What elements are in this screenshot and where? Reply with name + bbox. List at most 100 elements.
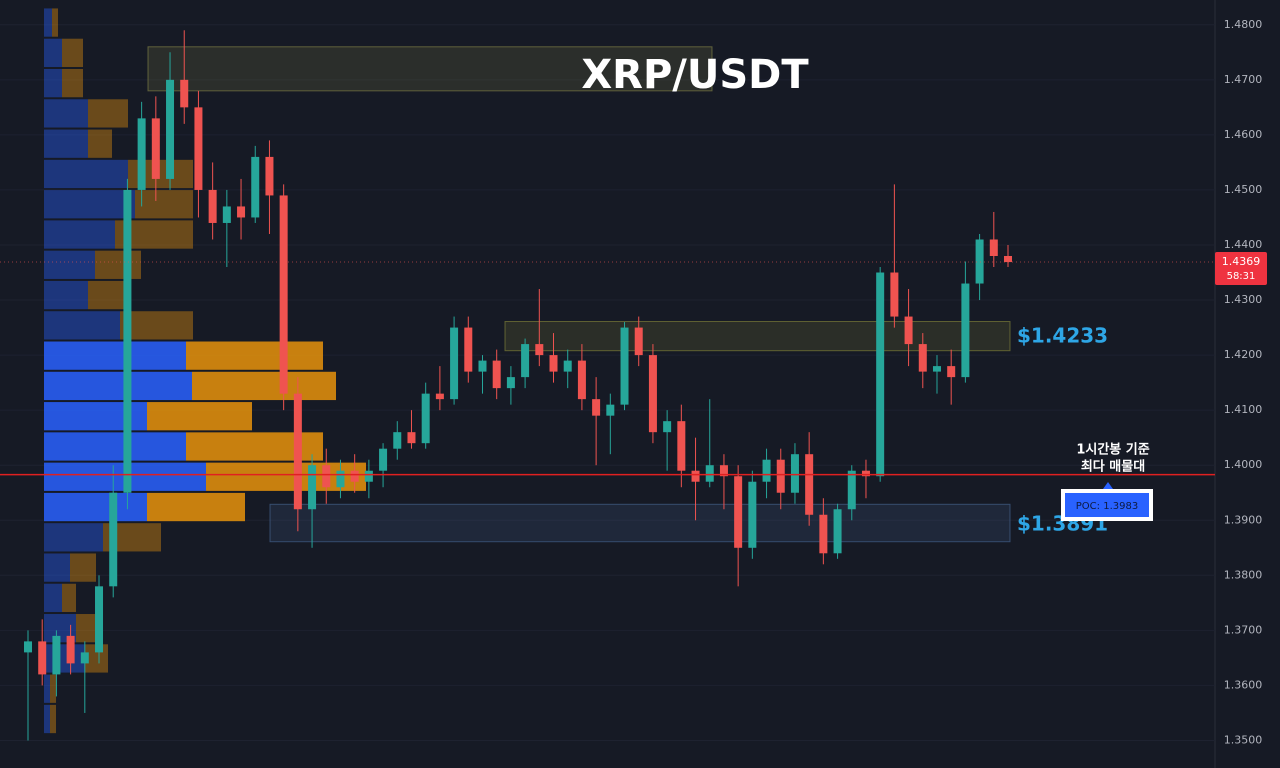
last-price-box xyxy=(1215,252,1267,286)
candle-body xyxy=(38,641,47,675)
candle-body xyxy=(762,459,771,482)
candle-body xyxy=(876,272,885,477)
profile-sell xyxy=(95,250,141,279)
candle-body xyxy=(521,344,530,378)
profile-sell xyxy=(147,402,252,431)
candle-body xyxy=(989,239,998,256)
candle-body xyxy=(151,118,160,179)
y-tick-label: 1.3500 xyxy=(1224,733,1263,746)
profile-buy xyxy=(44,99,88,128)
annotation: 최다 매물대 xyxy=(1081,459,1145,475)
candle-body xyxy=(677,421,686,471)
poc-box xyxy=(1065,493,1149,517)
profile-sell xyxy=(120,311,193,340)
candle-body xyxy=(975,239,984,284)
candle-body xyxy=(705,465,714,482)
candle-body xyxy=(592,399,601,416)
profile-buy xyxy=(44,311,120,340)
candle-body xyxy=(535,344,544,356)
zone xyxy=(147,46,713,92)
last-price-label: 1.4369 xyxy=(1222,255,1261,268)
y-tick-label: 1.4700 xyxy=(1224,73,1263,86)
candle-body xyxy=(918,344,927,372)
candle-body xyxy=(549,355,558,372)
profile-sell xyxy=(50,674,56,703)
candle-body xyxy=(904,316,913,345)
candle-body xyxy=(861,470,870,477)
candle-body xyxy=(194,107,203,190)
profile-buy xyxy=(44,280,88,310)
candle-body xyxy=(222,206,231,223)
poc-label: POC: 1.3983 xyxy=(1076,501,1138,512)
candle-body xyxy=(364,470,373,482)
profile-sell xyxy=(135,190,193,219)
candle-body xyxy=(80,652,89,664)
y-tick-label: 1.4000 xyxy=(1224,458,1263,471)
candle-body xyxy=(790,454,799,493)
candle-body xyxy=(748,481,757,548)
profile-buy xyxy=(44,371,192,401)
y-tick-label: 1.3900 xyxy=(1224,513,1263,526)
candle-body xyxy=(478,360,487,372)
profile-buy xyxy=(44,704,50,734)
profile-buy xyxy=(44,644,85,673)
profile-sell xyxy=(50,704,56,734)
candle-body xyxy=(322,465,331,488)
y-tick-label: 1.4200 xyxy=(1224,348,1263,361)
candle-body xyxy=(805,454,814,515)
candle-body xyxy=(691,470,700,482)
y-tick-label: 1.4300 xyxy=(1224,293,1263,306)
profile-sell xyxy=(62,68,83,98)
y-tick-label: 1.4600 xyxy=(1224,128,1263,141)
candle-body xyxy=(435,393,444,400)
candle-body xyxy=(166,79,175,179)
candle-body xyxy=(563,360,572,372)
candle-body xyxy=(847,470,856,510)
candle-body xyxy=(506,377,515,389)
candle-body xyxy=(180,79,189,108)
candle-body xyxy=(208,189,217,223)
profile-buy xyxy=(44,250,95,279)
candle-body xyxy=(620,327,629,405)
candle-body xyxy=(421,393,430,444)
zone xyxy=(269,503,1011,543)
profile-buy xyxy=(44,553,70,582)
candle-body xyxy=(932,366,941,372)
y-tick-label: 1.4800 xyxy=(1224,18,1263,31)
profile-buy xyxy=(44,8,52,37)
candle-body xyxy=(833,509,842,554)
candle-body xyxy=(251,156,260,218)
candle-body xyxy=(492,360,501,389)
profile-sell xyxy=(192,371,336,401)
y-tick-label: 1.4100 xyxy=(1224,403,1263,416)
profile-buy xyxy=(44,583,62,613)
profile-sell xyxy=(147,492,245,522)
candle-body xyxy=(123,189,132,493)
profile-sell xyxy=(186,341,323,370)
candle-body xyxy=(279,195,288,394)
profile-sell xyxy=(62,38,83,67)
profile-sell xyxy=(186,432,323,461)
y-tick-label: 1.3800 xyxy=(1224,568,1263,581)
candle-body xyxy=(109,492,118,587)
profile-sell xyxy=(52,8,58,37)
profile-buy xyxy=(44,38,62,67)
candle-body xyxy=(719,465,728,477)
candle-body xyxy=(663,421,672,433)
zone xyxy=(504,321,1011,352)
candle-body xyxy=(464,327,473,372)
candle-body xyxy=(237,206,246,218)
candle-body xyxy=(293,393,302,510)
candle-body xyxy=(450,327,459,400)
candle-body xyxy=(393,432,402,449)
profile-buy xyxy=(44,674,50,703)
y-tick-label: 1.3600 xyxy=(1224,678,1263,691)
candle-body xyxy=(24,641,32,653)
profile-buy xyxy=(44,341,186,370)
profile-buy xyxy=(44,220,115,249)
candle-body xyxy=(776,459,785,493)
candle-body xyxy=(336,470,345,488)
candle-body xyxy=(265,156,274,196)
candle-body xyxy=(819,514,828,554)
